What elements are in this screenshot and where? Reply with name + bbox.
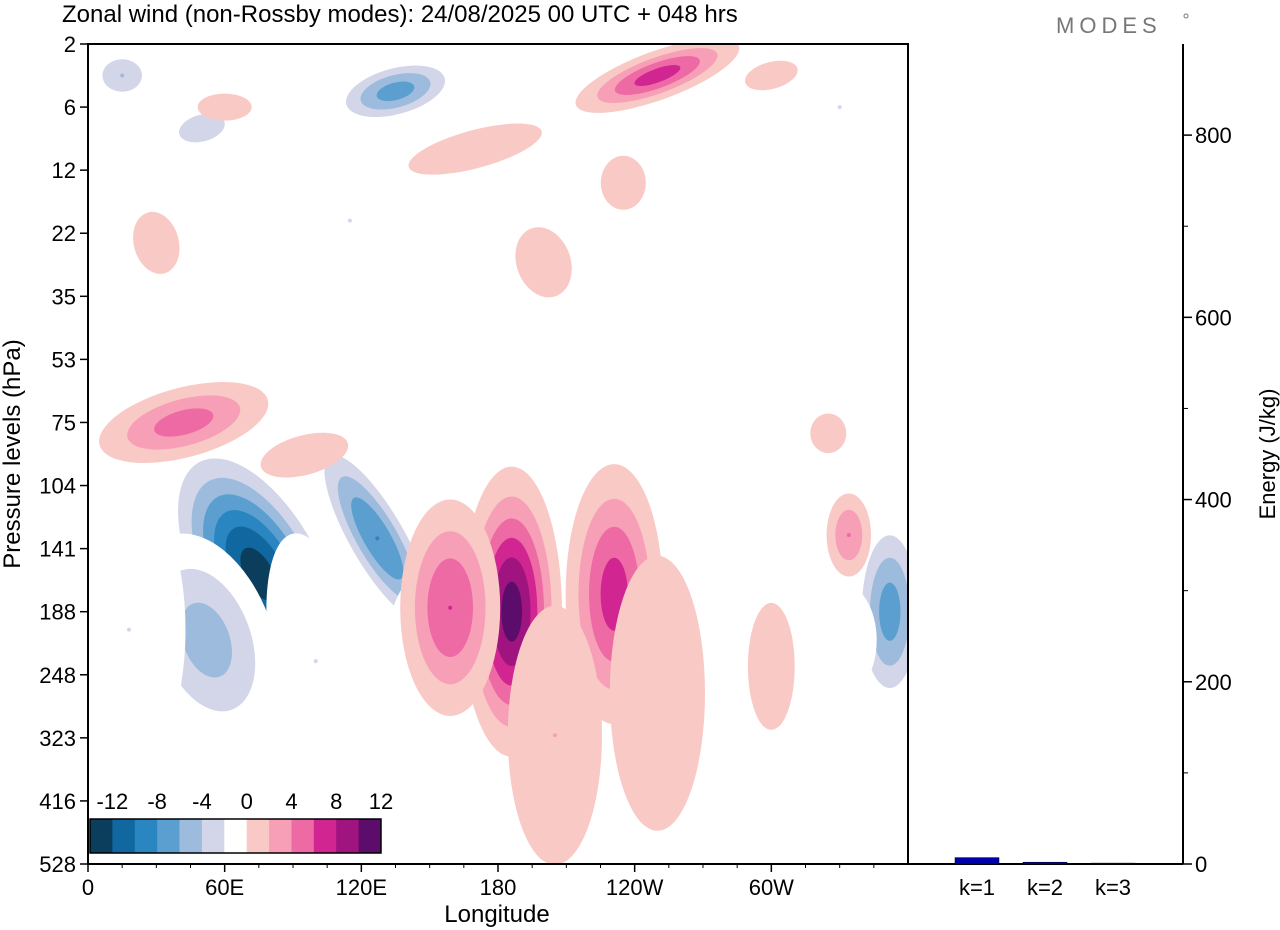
- bar-category-label: k=2: [1027, 875, 1063, 900]
- heatmap-y-label: Pressure levels (hPa): [0, 339, 26, 568]
- y-tick-label: 248: [39, 663, 76, 688]
- contour-level: [408, 123, 542, 175]
- colorbar-swatch: [90, 819, 113, 853]
- x-tick-label: 0: [82, 875, 94, 900]
- contour-level: [88, 488, 186, 771]
- logo-mark-icon: [1183, 13, 1189, 19]
- contour-level: [747, 602, 795, 730]
- contour-level: [688, 392, 718, 466]
- bar-k=3: [1090, 862, 1136, 865]
- contour-level: [710, 202, 765, 239]
- bar-category-label: k=3: [1095, 875, 1131, 900]
- contour-level: [154, 408, 214, 437]
- y-tick-label: 53: [52, 347, 76, 372]
- y-tick-label: 6: [64, 95, 76, 120]
- y-tick-label: 528: [39, 852, 76, 877]
- contour-level: [846, 533, 851, 537]
- heatmap-x-label: Longitude: [444, 901, 549, 928]
- x-tick-label: 120E: [336, 875, 387, 900]
- y-tick-label: 35: [52, 284, 76, 309]
- contour-level: [313, 659, 318, 664]
- colorbar-swatch: [134, 819, 158, 853]
- bar-y-tick-label: 400: [1195, 488, 1232, 513]
- bar-category-label: k=1: [959, 875, 995, 900]
- y-tick-label: 323: [39, 726, 76, 751]
- y-tick-label: 104: [39, 474, 76, 499]
- colorbar-swatch: [179, 819, 203, 853]
- colorbar-label: -12: [96, 789, 128, 814]
- contour-level: [879, 582, 901, 641]
- x-tick-label: 120W: [606, 875, 664, 900]
- colorbar-label: 8: [330, 789, 342, 814]
- chart-title: Zonal wind (non-Rossby modes): 24/08/202…: [62, 1, 738, 28]
- y-tick-label: 141: [39, 537, 76, 562]
- x-tick-label: 180: [480, 875, 517, 900]
- bar-y-tick-label: 800: [1195, 123, 1232, 148]
- y-tick-label: 188: [39, 600, 76, 625]
- contour-level: [837, 105, 842, 110]
- contour-level: [376, 81, 415, 102]
- modes-logo: MODES: [1056, 13, 1162, 38]
- colorbar-label: 12: [369, 789, 393, 814]
- colorbar-swatch: [269, 819, 292, 853]
- bar-k=1: [954, 857, 1000, 865]
- contour-level: [744, 60, 798, 91]
- y-tick-label: 416: [39, 789, 76, 814]
- contour-level: [552, 733, 557, 738]
- y-tick-label: 2: [64, 32, 76, 57]
- contour-level: [375, 536, 380, 541]
- bar-y-tick-label: 0: [1195, 852, 1207, 877]
- colorbar-swatch: [112, 819, 136, 853]
- contour-level: [347, 218, 352, 223]
- colorbar-swatch: [157, 819, 181, 853]
- heatmap-plot: [88, 44, 908, 864]
- contour-level: [600, 155, 646, 210]
- colorbar-swatch: [201, 819, 225, 853]
- contour-level: [501, 581, 523, 642]
- colorbar-swatch: [291, 819, 315, 853]
- contour-level: [127, 627, 131, 632]
- colorbar-swatch: [358, 819, 382, 853]
- contour-level: [802, 581, 877, 699]
- x-tick-label: 60E: [205, 875, 244, 900]
- contour-level: [609, 555, 706, 831]
- contour-level: [634, 65, 681, 86]
- contour-level: [515, 227, 572, 298]
- colorbar-frame: [89, 818, 382, 854]
- y-tick-label: 12: [52, 158, 76, 183]
- contour-level: [180, 602, 233, 678]
- bar-y-tick-label: 200: [1195, 670, 1232, 695]
- bar-y-label: Energy (J/kg): [1255, 389, 1280, 520]
- contour-level: [260, 432, 349, 478]
- bar-y-tick-label: 600: [1195, 305, 1232, 330]
- contour-level: [810, 413, 847, 454]
- colorbar-swatch: [336, 819, 360, 853]
- colorbar-swatch: [224, 819, 248, 853]
- contour-level: [834, 308, 868, 390]
- colorbar-label: -8: [147, 789, 167, 814]
- contour-level: [448, 605, 453, 610]
- contour-level: [133, 211, 180, 274]
- contour-level: [120, 73, 125, 78]
- contour-level: [179, 113, 225, 143]
- bar-k=2: [1022, 861, 1068, 865]
- contour-level: [197, 93, 252, 121]
- colorbar-label: 4: [285, 789, 297, 814]
- x-tick-label: 60W: [749, 875, 794, 900]
- y-tick-label: 22: [52, 221, 76, 246]
- colorbar-label: 0: [241, 789, 253, 814]
- colorbar-swatch: [313, 819, 337, 853]
- colorbar-label: -4: [192, 789, 212, 814]
- colorbar-swatch: [246, 819, 270, 853]
- y-tick-label: 75: [52, 410, 76, 435]
